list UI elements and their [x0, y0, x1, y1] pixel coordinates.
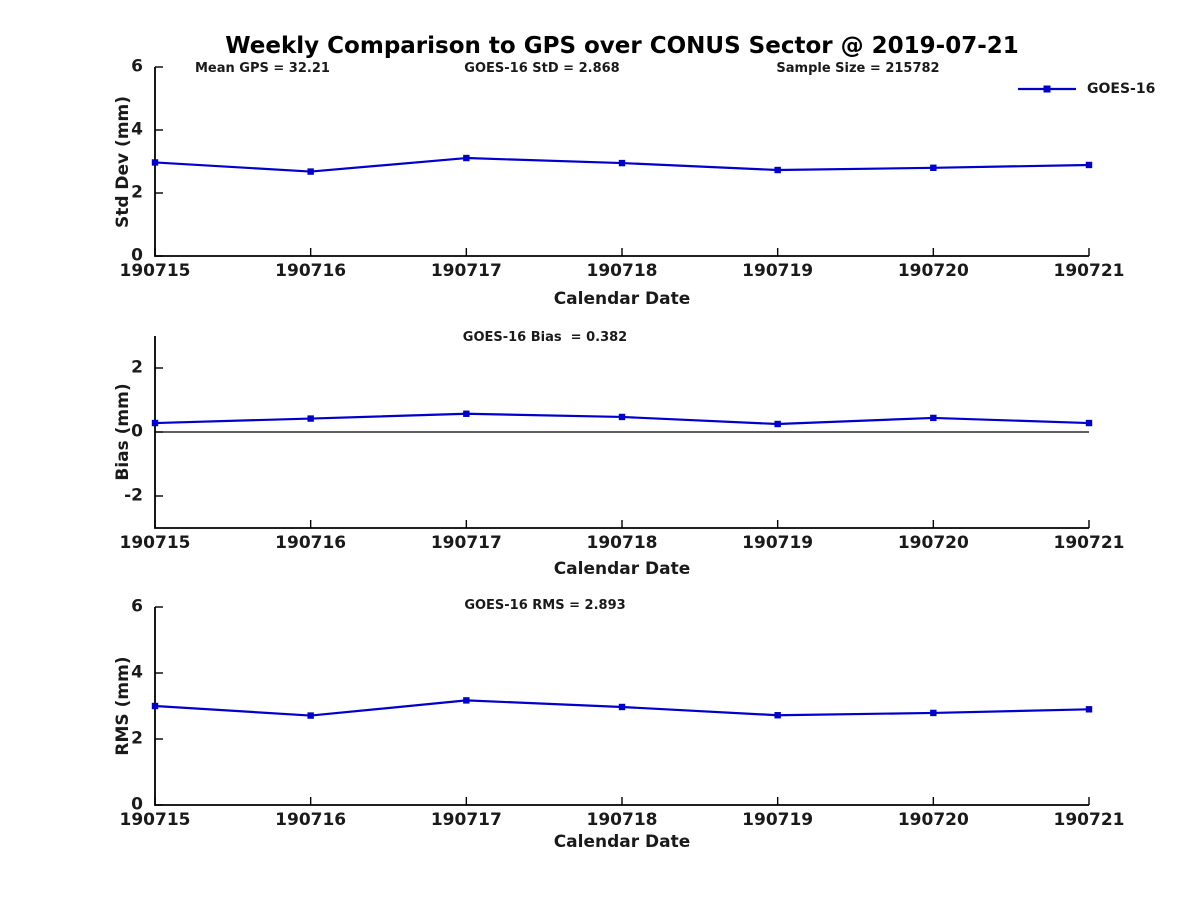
data-point-std-dev — [930, 164, 937, 171]
x-tick-label-rms: 190721 — [1053, 810, 1125, 830]
x-axis-label-stddev: Calendar Date — [553, 289, 691, 309]
data-point-std-dev — [307, 168, 314, 175]
y-tick-label-bias: -2 — [124, 485, 143, 506]
x-tick-label-std-dev: 190717 — [430, 261, 502, 281]
data-point-rms — [930, 709, 937, 717]
data-point-bias — [1085, 419, 1093, 427]
x-tick-label-std-dev: 190720 — [897, 261, 969, 281]
data-point-std-dev — [618, 159, 626, 167]
y-tick-label-bias: 2 — [131, 357, 143, 378]
y-tick-label-std-dev: 4 — [131, 119, 143, 140]
data-point-bias — [930, 414, 937, 422]
legend-line-icon — [1018, 85, 1076, 93]
data-point-bias — [307, 415, 314, 422]
data-point-rms — [463, 697, 470, 704]
y-tick-label-bias: 0 — [131, 421, 143, 442]
legend-label: GOES-16 — [1087, 81, 1156, 97]
data-point-rms — [618, 703, 626, 711]
x-tick-label-std-dev: 190718 — [586, 261, 658, 281]
data-point-rms — [774, 712, 781, 719]
data-point-bias — [618, 413, 626, 421]
y-tick-label-rms: 2 — [131, 728, 143, 749]
y-tick-label-std-dev: 2 — [131, 182, 143, 203]
x-tick-label-bias: 190720 — [897, 533, 969, 553]
y-tick-label-rms: 4 — [131, 662, 143, 683]
data-point-bias — [463, 410, 470, 417]
x-tick-label-std-dev: 190715 — [119, 261, 191, 281]
data-point-rms — [307, 712, 314, 719]
subplot-bias-title: GOES-16 Bias = 0.382 — [462, 330, 628, 345]
subplot-rms-title: GOES-16 RMS = 2.893 — [464, 598, 626, 613]
data-point-std-dev — [1085, 161, 1093, 169]
legend: GOES-16 — [1016, 81, 1155, 97]
x-tick-label-bias: 190716 — [275, 533, 347, 553]
x-tick-label-bias: 190715 — [119, 533, 191, 553]
y-tick-label-rms: 0 — [131, 794, 143, 815]
x-tick-label-bias: 190718 — [586, 533, 658, 553]
y-axis-label-rms: RMS (mm) — [113, 656, 133, 756]
x-tick-label-std-dev: 190719 — [742, 261, 814, 281]
x-tick-label-rms: 190718 — [586, 810, 658, 830]
x-tick-label-rms: 190719 — [742, 810, 814, 830]
x-tick-label-rms: 190717 — [430, 810, 502, 830]
data-point-std-dev — [151, 159, 159, 166]
annotation-mean-gps: Mean GPS = 32.21 — [195, 61, 330, 76]
data-point-std-dev — [463, 154, 470, 162]
x-tick-label-std-dev: 190716 — [275, 261, 347, 281]
annotation-goes16-std: GOES-16 StD = 2.868 — [464, 61, 620, 76]
x-tick-label-rms: 190720 — [897, 810, 969, 830]
data-point-bias — [774, 420, 781, 428]
x-tick-label-bias: 190721 — [1053, 533, 1125, 553]
y-tick-label-std-dev: 0 — [131, 245, 143, 266]
x-tick-label-std-dev: 190721 — [1053, 261, 1125, 281]
data-point-bias — [151, 419, 159, 427]
y-axis-label-bias: Bias (mm) — [113, 383, 133, 481]
x-tick-label-bias: 190717 — [430, 533, 502, 553]
x-tick-label-rms: 190715 — [119, 810, 191, 830]
x-tick-label-bias: 190719 — [742, 533, 814, 553]
data-point-std-dev — [774, 166, 781, 174]
data-point-rms — [1085, 706, 1093, 713]
x-axis-label-rms: Calendar Date — [553, 832, 691, 852]
annotation-sample-size: Sample Size = 215782 — [776, 61, 940, 76]
y-axis-label-stddev: Std Dev (mm) — [113, 95, 133, 229]
y-tick-label-std-dev: 6 — [131, 56, 143, 77]
x-tick-label-rms: 190716 — [275, 810, 347, 830]
x-axis-label-bias: Calendar Date — [553, 559, 691, 579]
y-tick-label-rms: 6 — [131, 596, 143, 617]
data-point-rms — [151, 702, 159, 710]
figure-title: Weekly Comparison to GPS over CONUS Sect… — [225, 33, 1019, 59]
